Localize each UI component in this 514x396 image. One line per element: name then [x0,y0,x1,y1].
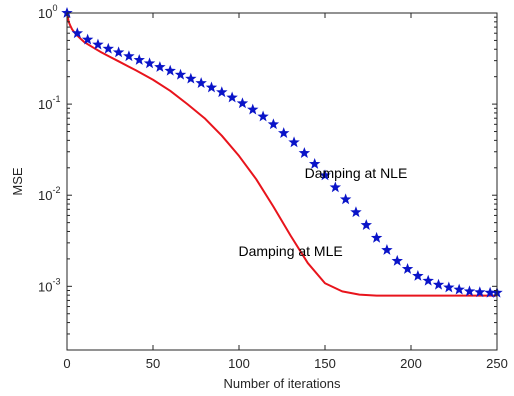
y-tick-label-base: 10 [38,188,52,203]
series-mle-line [66,12,497,297]
series-nle-star-marker [412,269,424,281]
annotation-layer: Damping at NLE Damping at MLE [238,165,407,259]
y-tick-label-exponent: 0 [52,3,57,13]
series-nle-star-marker [463,285,476,297]
series-nle-star-marker [339,193,352,205]
series-nle-star-marker [350,206,362,218]
series-nle-star-marker [143,57,156,69]
series-nle-star-marker [474,286,486,298]
y-tick-label: 10-3 [38,276,60,294]
annotation-label: Damping at MLE [238,243,342,259]
series-nle-star-marker [92,38,104,50]
series-nle-star-marker [360,219,372,230]
series-nle-star-marker [298,147,311,158]
y-tick-label: 10-1 [38,94,60,112]
series-nle-star-marker [174,68,187,80]
x-tick-label: 50 [146,356,160,371]
series-nle-star-marker [288,136,300,148]
series-nle-star-marker [401,262,414,274]
series-nle-star-marker [226,91,238,103]
ticks-layer [66,12,498,351]
series-nle-star-marker [61,7,73,18]
x-axis-label: Number of iterations [223,376,341,391]
series-nle-star-marker [329,181,342,193]
series-nle-star-marker [205,81,218,93]
series-nle-star-marker [443,281,455,293]
series-nle-star-marker [123,50,135,62]
y-axis-label: MSE [10,167,25,196]
series-nle-star-marker [216,86,228,98]
y-tick-label-base: 10 [38,97,52,112]
series-nle-star-marker [185,72,197,84]
series-nle-star-marker [370,231,383,243]
series-nle-star-marker [267,118,280,130]
x-tick-label: 150 [314,356,336,371]
series-nle-star-marker [319,169,331,181]
y-tick-label: 10-2 [38,185,60,203]
series-nle-star-marker [308,158,321,169]
annotation-label: Damping at NLE [305,165,408,181]
series-nle-star-marker [195,77,207,88]
series-nle-star-marker [112,46,125,58]
y-tick-label-exponent: -2 [52,185,60,195]
axes-box [66,12,498,351]
series-nle-star-marker [71,27,84,39]
y-tick-label-base: 10 [38,6,52,21]
y-tick-label-exponent: -3 [52,276,60,286]
series-nle-star-marker [391,254,403,266]
series-nle-star-marker [278,127,290,138]
series-nle-star-marker [257,110,269,122]
series-nle-star-marker [236,97,249,109]
series-nle-star-marker [154,61,166,72]
series-nle-star-marker [247,103,259,115]
series-nle-star-marker [164,64,176,76]
y-tick-label: 100 [38,3,57,21]
x-tick-label: 0 [63,356,70,371]
series-nle-star-marker [381,244,393,255]
series-nle-star-marker [422,274,434,286]
x-tick-label: 250 [486,356,508,371]
series-nle-star-marker [484,286,496,298]
series-nle-star-marker [102,42,114,54]
y-tick-label-base: 10 [38,279,52,294]
series-nle-star-marker [133,53,145,65]
series-nle-star-marker [432,278,445,290]
y-tick-label-exponent: -1 [52,94,60,104]
series-nle-star-marker [453,283,465,295]
series-layer [61,7,503,298]
x-tick-label: 100 [228,356,250,371]
x-tick-label: 200 [400,356,422,371]
series-nle-star-marker [81,33,94,45]
